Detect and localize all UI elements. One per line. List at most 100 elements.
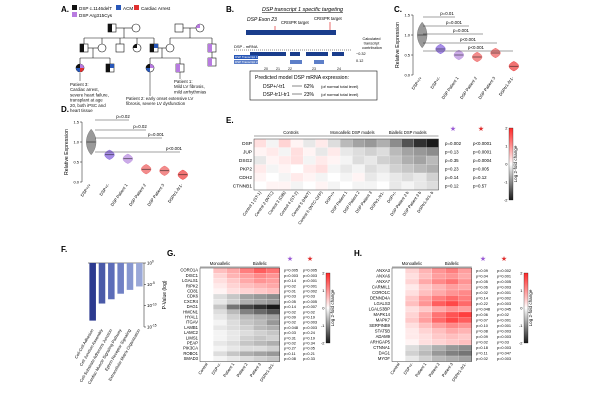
bar xyxy=(98,263,106,304)
heatmap-cell xyxy=(364,147,378,157)
crispr-label-1: CRISPR target xyxy=(281,20,310,25)
row-label: LGALS1 xyxy=(182,278,199,283)
heatmap-cell xyxy=(303,164,316,174)
p-value: p<0.001 xyxy=(468,45,485,50)
heatmap-cell xyxy=(226,351,240,357)
y-tick-label: 10-10 xyxy=(147,302,157,308)
heatmap-cell xyxy=(226,314,240,321)
legend-arg315: DSP Arg315Cys xyxy=(79,13,113,18)
row-label: DENND4A xyxy=(370,295,390,300)
p-value-mono: p=0.11 xyxy=(284,352,296,356)
prediction-value-1: 62% xyxy=(304,84,315,90)
heatmap-cell xyxy=(418,344,432,351)
heatmap-cell xyxy=(391,339,406,346)
column-label: Patient 2 xyxy=(427,361,441,378)
p-value-bi: p=0.005 xyxy=(473,167,490,172)
legend-swatch-c1146 xyxy=(72,5,77,10)
heatmap-cell xyxy=(278,147,291,157)
transcript1-label: DSP Transcript 1 xyxy=(235,55,258,59)
heatmap-cell xyxy=(445,355,459,362)
transcript-panel: DSP transcript 1 specific targeting DSP … xyxy=(234,7,382,101)
heatmap-cell xyxy=(327,138,341,148)
heatmap-cell xyxy=(405,333,419,340)
p-value-mono: p=0.08 xyxy=(284,357,296,361)
heatmap-cell xyxy=(253,283,267,289)
p-value-bi: p=0.003 xyxy=(497,357,511,361)
heatmap-cell xyxy=(431,273,446,280)
bar xyxy=(108,263,115,300)
heatmap-cell xyxy=(445,344,459,351)
heatmap-cell xyxy=(376,172,390,182)
heatmap-cell xyxy=(239,340,254,347)
p-value-bi: p=0.003 xyxy=(497,335,511,339)
heatmap-cell xyxy=(253,164,267,174)
heatmap-cell xyxy=(405,273,419,280)
column-label: DSP+/- xyxy=(402,361,414,375)
legend-c1146: DSP c.1146delT xyxy=(79,6,112,11)
heatmap-cell xyxy=(266,155,279,165)
row-label: CORO1C xyxy=(372,290,390,295)
prediction-box xyxy=(249,70,378,101)
colorbar-tick: 0 xyxy=(505,162,508,167)
y-axis-label: P-Value (log) xyxy=(162,280,168,309)
bar xyxy=(89,263,96,321)
heatmap-cell xyxy=(389,181,402,191)
heatmap-cell xyxy=(226,267,240,274)
heatmap-cell xyxy=(266,278,280,284)
p-value-bi: p=0.005 xyxy=(497,280,511,284)
heatmap-cell xyxy=(391,289,406,296)
heatmap-cell xyxy=(213,299,227,305)
p-value-bi: p=0.003 xyxy=(303,326,317,330)
heatmap-cell xyxy=(391,333,406,340)
row-label: ARHGAP5 xyxy=(370,339,391,344)
star-icon: ★ xyxy=(450,125,456,133)
colorbar-tick: 1 xyxy=(322,288,325,293)
heatmap-cell xyxy=(266,283,280,289)
pedigree-fill xyxy=(108,24,112,32)
row-label: CDK6 xyxy=(187,294,199,299)
exon-number: 20 xyxy=(264,67,268,71)
heatmap-cell xyxy=(253,181,267,191)
heatmap-cell xyxy=(253,356,267,362)
heatmap-cell xyxy=(431,306,446,313)
heatmap-cell xyxy=(405,284,419,291)
heatmap-cell xyxy=(253,273,267,279)
p-value-mono: p=0.03 xyxy=(284,331,296,335)
heatmap-cell xyxy=(199,278,214,284)
colorbar-tick: 2 xyxy=(520,271,523,276)
tx-ratio-1: ~0.32 xyxy=(356,52,366,56)
heatmap-cell xyxy=(391,278,406,285)
heatmap-cell xyxy=(253,325,267,331)
heatmap-cell xyxy=(278,172,291,182)
heatmap-cell xyxy=(405,350,419,357)
p-value-bi: p=0.047 xyxy=(497,351,511,355)
heatmap-cell xyxy=(278,155,291,165)
heatmap-cell xyxy=(278,138,291,148)
p-value-mono: p=0.18 xyxy=(476,346,488,350)
heatmap-cell xyxy=(226,340,240,347)
heatmap-cell xyxy=(445,300,459,307)
exon-number: 24 xyxy=(337,67,341,71)
heatmap-cell xyxy=(303,147,316,157)
heatmap-cell xyxy=(213,351,227,357)
colorbar xyxy=(508,127,514,201)
row-label: PIK3CA xyxy=(183,346,198,351)
heatmap-cell xyxy=(401,147,414,157)
heatmap-cell xyxy=(445,289,459,296)
heatmap-cell xyxy=(458,284,472,291)
heatmap-cell xyxy=(405,300,419,307)
heatmap-cell xyxy=(199,345,214,352)
heatmap-cell xyxy=(352,164,365,174)
heatmap-cell xyxy=(303,181,316,191)
heatmap-cell xyxy=(391,317,406,324)
heatmap-cell xyxy=(315,181,328,191)
heatmap-cell xyxy=(266,172,279,182)
heatmap-cell xyxy=(426,172,439,182)
x-tick-label: DSP Patient 3 xyxy=(477,75,497,100)
pedigree-fill xyxy=(196,24,200,28)
heatmap-cell xyxy=(266,345,280,352)
row-label: ITGAV xyxy=(186,320,198,325)
y-tick-label: 0.5 xyxy=(404,52,410,57)
pedigree-individual xyxy=(97,43,107,53)
p-value-bi: p=0.02 xyxy=(497,313,509,317)
